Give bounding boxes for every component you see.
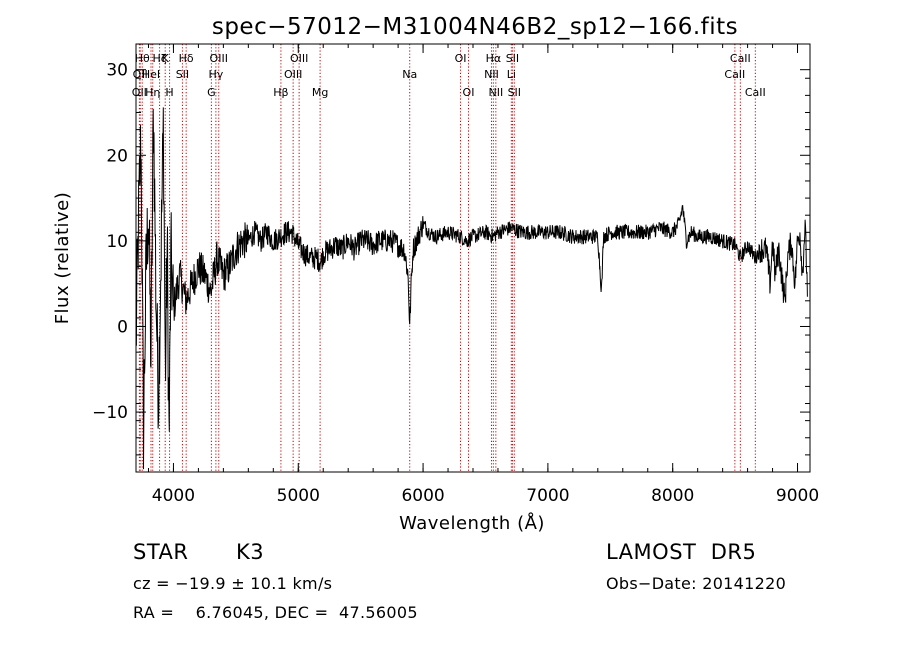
y-tick-label: 20 <box>106 146 128 166</box>
line-marker-label: OI <box>463 86 475 99</box>
object-class: STAR <box>133 540 189 564</box>
line-marker-label: OI <box>455 52 467 65</box>
line-marker-label: CaII <box>730 52 751 65</box>
line-marker-label: SII <box>506 52 519 65</box>
line-marker-labels: OIIOIIHθHeIHηHζKHSIIHδGHγOIIIHβOIIIOIIIM… <box>132 52 766 99</box>
coordinates: RA = 6.76045, DEC = 47.56005 <box>133 603 418 622</box>
line-marker-label: K <box>162 52 170 65</box>
line-marker-label: CaII <box>745 86 766 99</box>
x-tick-label: 7000 <box>526 486 569 506</box>
redshift-info: cz = −19.9 ± 10.1 km/s <box>133 574 333 593</box>
line-marker-label: Hδ <box>179 52 194 65</box>
line-marker-label: NII <box>488 86 503 99</box>
line-marker-label: Li <box>507 68 516 81</box>
survey-label: LAMOST DR5 <box>606 540 757 564</box>
x-tick-label: 9000 <box>776 486 819 506</box>
y-tick-label: 30 <box>106 61 128 81</box>
line-marker-label: Hβ <box>273 86 288 99</box>
line-marker-label: H <box>165 86 173 99</box>
line-marker-label: SII <box>508 86 521 99</box>
y-tick-label: −10 <box>92 403 128 423</box>
x-axis: 4000 5000 6000 7000 8000 9000 <box>147 44 819 506</box>
y-axis: −10 0 10 20 30 <box>92 61 810 456</box>
line-marker-label: Hζ <box>152 52 166 65</box>
x-tick-label: 8000 <box>651 486 694 506</box>
line-marker-label: Hα <box>486 52 502 65</box>
object-subclass: K3 <box>236 540 265 564</box>
x-tick-label: 4000 <box>152 486 195 506</box>
y-tick-label: 10 <box>106 232 128 252</box>
line-marker-label: OIII <box>210 52 228 65</box>
x-axis-label: Wavelength (Å) <box>399 512 545 534</box>
y-axis-label: Flux (relative) <box>52 192 73 325</box>
line-marker-label: Hθ <box>135 52 150 65</box>
chart-title: spec−57012−M31004N46B2_sp12−166.fits <box>212 14 738 40</box>
spectrum-line <box>135 107 808 470</box>
line-marker-label: HeI <box>142 68 160 81</box>
x-tick-label: 6000 <box>401 486 444 506</box>
line-marker-label: OIII <box>284 68 302 81</box>
line-marker-label: Hγ <box>208 68 223 81</box>
x-tick-label: 5000 <box>277 486 320 506</box>
line-marker-label: Na <box>402 68 417 81</box>
obs-date: Obs−Date: 20141220 <box>606 574 787 593</box>
line-marker-label: NII <box>484 68 499 81</box>
line-marker-label: G <box>207 86 216 99</box>
line-marker-label: SII <box>176 68 189 81</box>
line-marker-label: OIII <box>290 52 308 65</box>
line-marker-label: CaII <box>724 68 745 81</box>
line-marker-label: Hη <box>145 86 160 99</box>
y-tick-label: 0 <box>117 317 128 337</box>
line-marker-label: Mg <box>312 86 328 99</box>
